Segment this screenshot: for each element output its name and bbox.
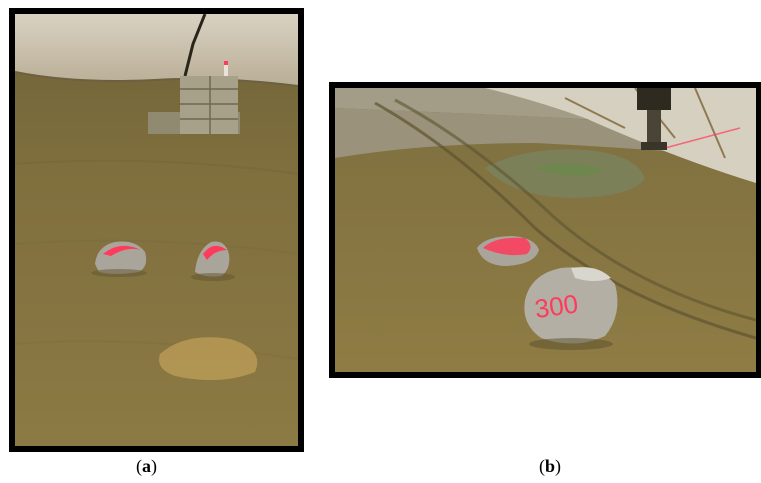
photo-panel-a bbox=[9, 8, 304, 452]
caption-b-close: ) bbox=[555, 456, 562, 476]
caption-b-open: ( bbox=[539, 456, 545, 476]
caption-b-letter: b bbox=[545, 456, 556, 476]
rock-marking-300: 300 bbox=[533, 288, 580, 324]
caption-a-open: ( bbox=[136, 456, 142, 476]
caption-a-letter: a bbox=[142, 456, 151, 476]
caption-panel-b: (b) bbox=[539, 456, 561, 477]
caption-a-close: ) bbox=[151, 456, 157, 476]
photo-panel-b: 300 bbox=[329, 82, 761, 378]
photo-a-image bbox=[15, 14, 298, 446]
caption-panel-a: (a) bbox=[136, 456, 157, 477]
photo-b-image: 300 bbox=[335, 88, 756, 372]
